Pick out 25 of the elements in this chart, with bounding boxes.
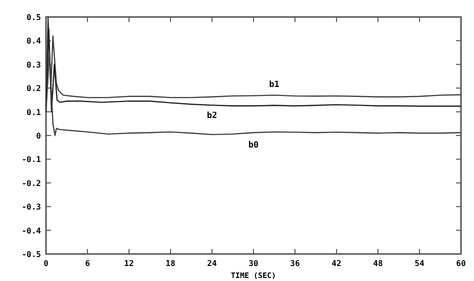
x-tick-label: 0 (44, 259, 49, 268)
x-tick-label: 60 (456, 259, 466, 268)
x-tick-label: 54 (414, 259, 424, 268)
x-tick-label: 18 (166, 259, 176, 268)
y-tick-label: 0.5 (26, 13, 42, 22)
y-tick-label: 0.3 (26, 60, 42, 70)
series-label: b1 (269, 80, 280, 90)
x-tick-label: 24 (207, 259, 217, 268)
series-label: b2 (206, 111, 218, 122)
y-tick-label: -0.3 (22, 202, 42, 212)
x-tick-label: 36 (290, 259, 300, 268)
y-tick-label: -0.1 (22, 155, 42, 164)
x-tick-label: 6 (85, 259, 90, 268)
x-tick-label: 12 (124, 259, 134, 268)
y-tick-label: -0.4 (22, 226, 42, 236)
y-tick-label: -0.2 (22, 178, 42, 188)
y-tick-label: 0.4 (26, 36, 42, 46)
series-label: b0 (248, 140, 259, 151)
x-tick-label: 30 (248, 259, 258, 268)
y-tick-label: 0 (36, 132, 42, 140)
y-tick-label: 0.2 (26, 84, 42, 94)
x-tick-label: 48 (373, 259, 383, 268)
y-tick-label: 0.1 (26, 108, 42, 117)
y-tick-label: -0.5 (22, 250, 42, 259)
x-tick-label: 42 (332, 259, 342, 268)
